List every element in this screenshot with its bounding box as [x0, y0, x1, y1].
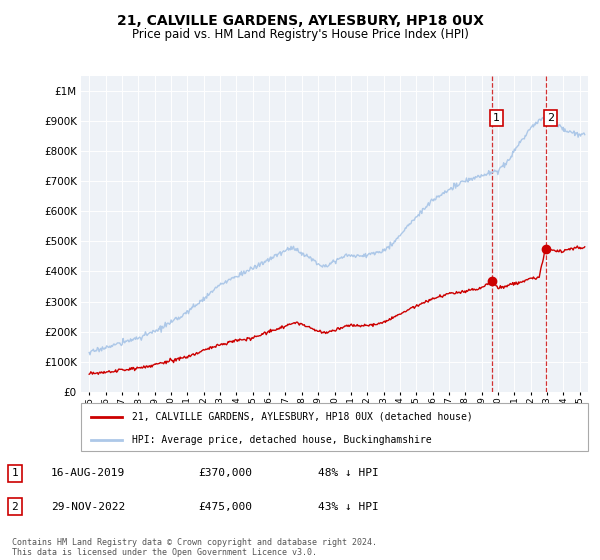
Text: 1: 1 — [11, 468, 19, 478]
Text: HPI: Average price, detached house, Buckinghamshire: HPI: Average price, detached house, Buck… — [132, 435, 431, 445]
Text: £370,000: £370,000 — [198, 468, 252, 478]
Text: 21, CALVILLE GARDENS, AYLESBURY, HP18 0UX: 21, CALVILLE GARDENS, AYLESBURY, HP18 0U… — [116, 14, 484, 28]
Text: 2: 2 — [11, 502, 19, 512]
Text: 2: 2 — [547, 113, 554, 123]
Text: Price paid vs. HM Land Registry's House Price Index (HPI): Price paid vs. HM Land Registry's House … — [131, 28, 469, 41]
Text: 29-NOV-2022: 29-NOV-2022 — [51, 502, 125, 512]
Text: Contains HM Land Registry data © Crown copyright and database right 2024.
This d: Contains HM Land Registry data © Crown c… — [12, 538, 377, 557]
Text: 48% ↓ HPI: 48% ↓ HPI — [318, 468, 379, 478]
Text: £475,000: £475,000 — [198, 502, 252, 512]
Text: 43% ↓ HPI: 43% ↓ HPI — [318, 502, 379, 512]
Text: 16-AUG-2019: 16-AUG-2019 — [51, 468, 125, 478]
Text: 1: 1 — [493, 113, 500, 123]
Text: 21, CALVILLE GARDENS, AYLESBURY, HP18 0UX (detached house): 21, CALVILLE GARDENS, AYLESBURY, HP18 0U… — [132, 412, 472, 422]
